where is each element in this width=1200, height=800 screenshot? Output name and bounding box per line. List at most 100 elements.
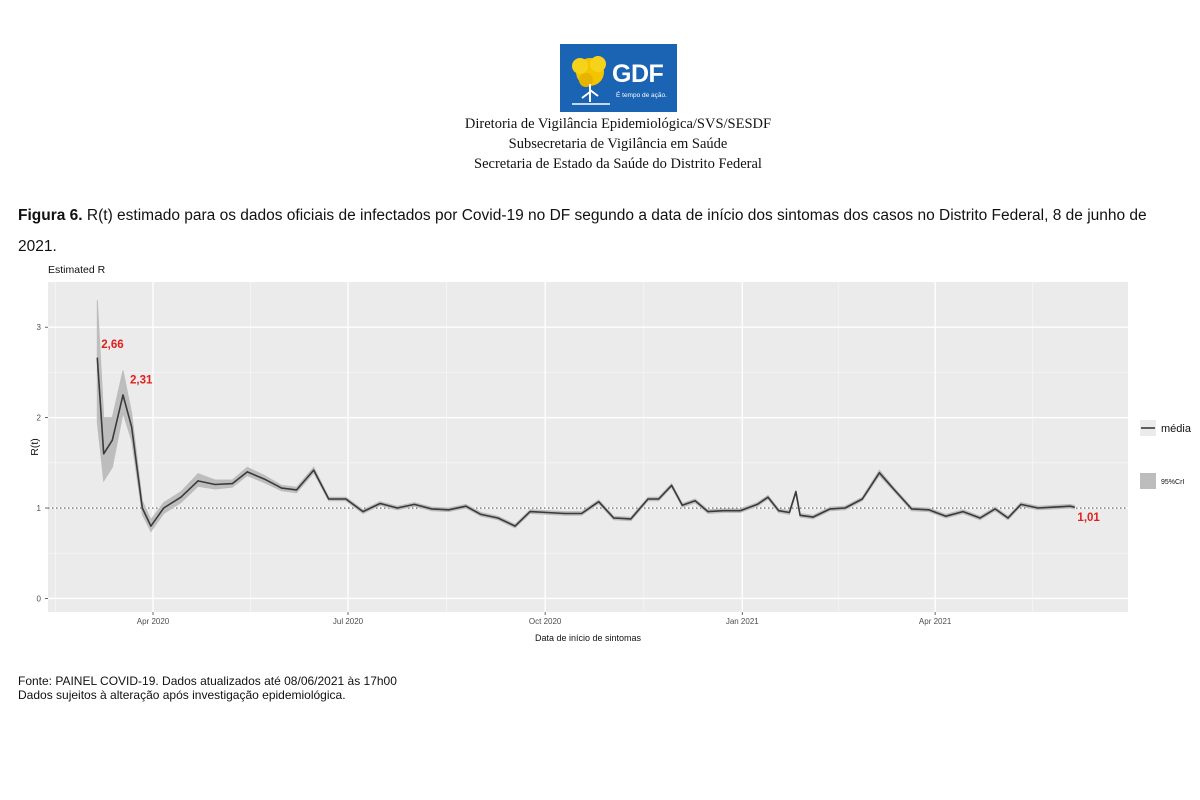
x-tick-label: Jan 2021 [726, 617, 759, 626]
x-tick-label: Jul 2020 [333, 617, 364, 626]
data-point [379, 502, 381, 505]
data-point [1069, 505, 1071, 507]
legend-key-band [1140, 473, 1156, 489]
data-point [844, 507, 846, 509]
ipe-tree-icon [572, 56, 610, 105]
data-point [197, 480, 199, 482]
data-point [362, 511, 364, 513]
logo-slogan: É tempo de ação. [616, 92, 667, 99]
data-point [214, 483, 216, 486]
data-point [1037, 507, 1039, 509]
chart-title: Estimated R [48, 264, 106, 276]
series-line-media [96, 357, 1075, 527]
data-point [103, 453, 105, 455]
data-point [280, 487, 283, 489]
data-point [694, 500, 696, 502]
x-tick-label: Apr 2020 [137, 617, 170, 626]
data-point [795, 491, 797, 493]
data-point [598, 501, 600, 503]
data-point [658, 498, 660, 500]
data-point [799, 514, 801, 516]
data-point [1054, 506, 1056, 508]
data-point [345, 498, 347, 500]
footer-disclaimer: Dados sujeitos à alteração após investig… [18, 688, 346, 702]
data-point [979, 517, 981, 519]
data-point [231, 483, 233, 485]
data-point [480, 513, 482, 515]
data-point [180, 496, 182, 498]
data-point [430, 508, 433, 510]
data-point [928, 509, 930, 511]
data-point [1020, 503, 1022, 506]
data-point [994, 508, 996, 510]
y-tick-label: 0 [37, 594, 42, 603]
data-point [141, 507, 143, 509]
data-point [529, 511, 531, 513]
data-point [767, 496, 769, 498]
x-tick-label: Apr 2021 [919, 617, 952, 626]
data-point [465, 505, 467, 507]
data-point [613, 517, 615, 519]
data-point [893, 489, 896, 491]
data-point [150, 525, 152, 527]
data-point [396, 507, 398, 509]
annotation-label: 1,01 [1077, 512, 1100, 524]
annotation-label: 2,66 [101, 339, 123, 351]
header-line-2: Subsecretaria de Vigilância em Saúde [508, 136, 728, 152]
y-axis-label: R(t) [29, 438, 41, 456]
data-point [1007, 517, 1009, 519]
figure-caption: Figura 6. R(t) estimado para os dados of… [18, 200, 1178, 262]
data-point [295, 489, 298, 491]
annotation-label: 2,31 [130, 375, 153, 387]
data-point [962, 511, 964, 513]
data-point [96, 357, 98, 359]
data-point [910, 508, 913, 510]
data-point [263, 478, 266, 480]
y-tick-label: 2 [37, 414, 42, 423]
data-point [122, 394, 124, 396]
footer-note: Fonte: PAINEL COVID-19. Dados atualizado… [18, 674, 397, 702]
data-point [246, 471, 248, 473]
y-tick-label: 1 [37, 504, 42, 513]
data-point [861, 498, 863, 500]
data-point [546, 511, 548, 514]
data-point [756, 503, 758, 506]
data-point [670, 484, 673, 487]
plot-panel [48, 282, 1128, 612]
header-line-3: Secretaria de Estado da Saúde do Distrit… [474, 156, 762, 172]
data-point [722, 510, 724, 512]
figure-caption-text: R(t) estimado para os dados oficiais de … [18, 207, 1147, 255]
data-point [163, 507, 165, 509]
footer-source: Fonte: PAINEL COVID-19. Dados atualizado… [18, 674, 397, 688]
data-point [945, 515, 947, 517]
data-point [829, 508, 831, 510]
data-point [788, 511, 791, 514]
header-line-1: Diretoria de Vigilância Epidemiológica/S… [464, 116, 772, 132]
legend-label-media: média [1161, 423, 1192, 435]
data-point [681, 504, 683, 506]
data-point [111, 439, 113, 441]
data-point [707, 511, 709, 513]
legend-label-band: 95%CrI [1161, 479, 1184, 486]
data-point [130, 426, 133, 428]
data-point [328, 498, 330, 500]
ci-band [96, 300, 1075, 533]
data-point [413, 503, 416, 506]
data-point [1073, 506, 1076, 508]
data-point [514, 525, 516, 527]
data-point [647, 498, 649, 500]
x-axis-label: Data de início de sintomas [535, 633, 642, 643]
data-point [812, 516, 814, 518]
data-point [739, 510, 741, 512]
y-tick-label: 3 [37, 323, 42, 332]
rt-chart: 0 1 2 3 Apr 2020 Jul 2020 Oct 2020 Jan 2021 Apr … [29, 264, 1192, 643]
data-point [313, 469, 315, 471]
figure-label: Figura 6. [18, 207, 83, 224]
data-point [878, 472, 881, 474]
data-point [580, 512, 583, 515]
data-point [778, 510, 780, 512]
data-point [448, 509, 450, 511]
document-header: Diretoria de Vigilância Epidemiológica/S… [300, 114, 936, 174]
data-point [563, 512, 566, 515]
data-point [630, 518, 632, 520]
